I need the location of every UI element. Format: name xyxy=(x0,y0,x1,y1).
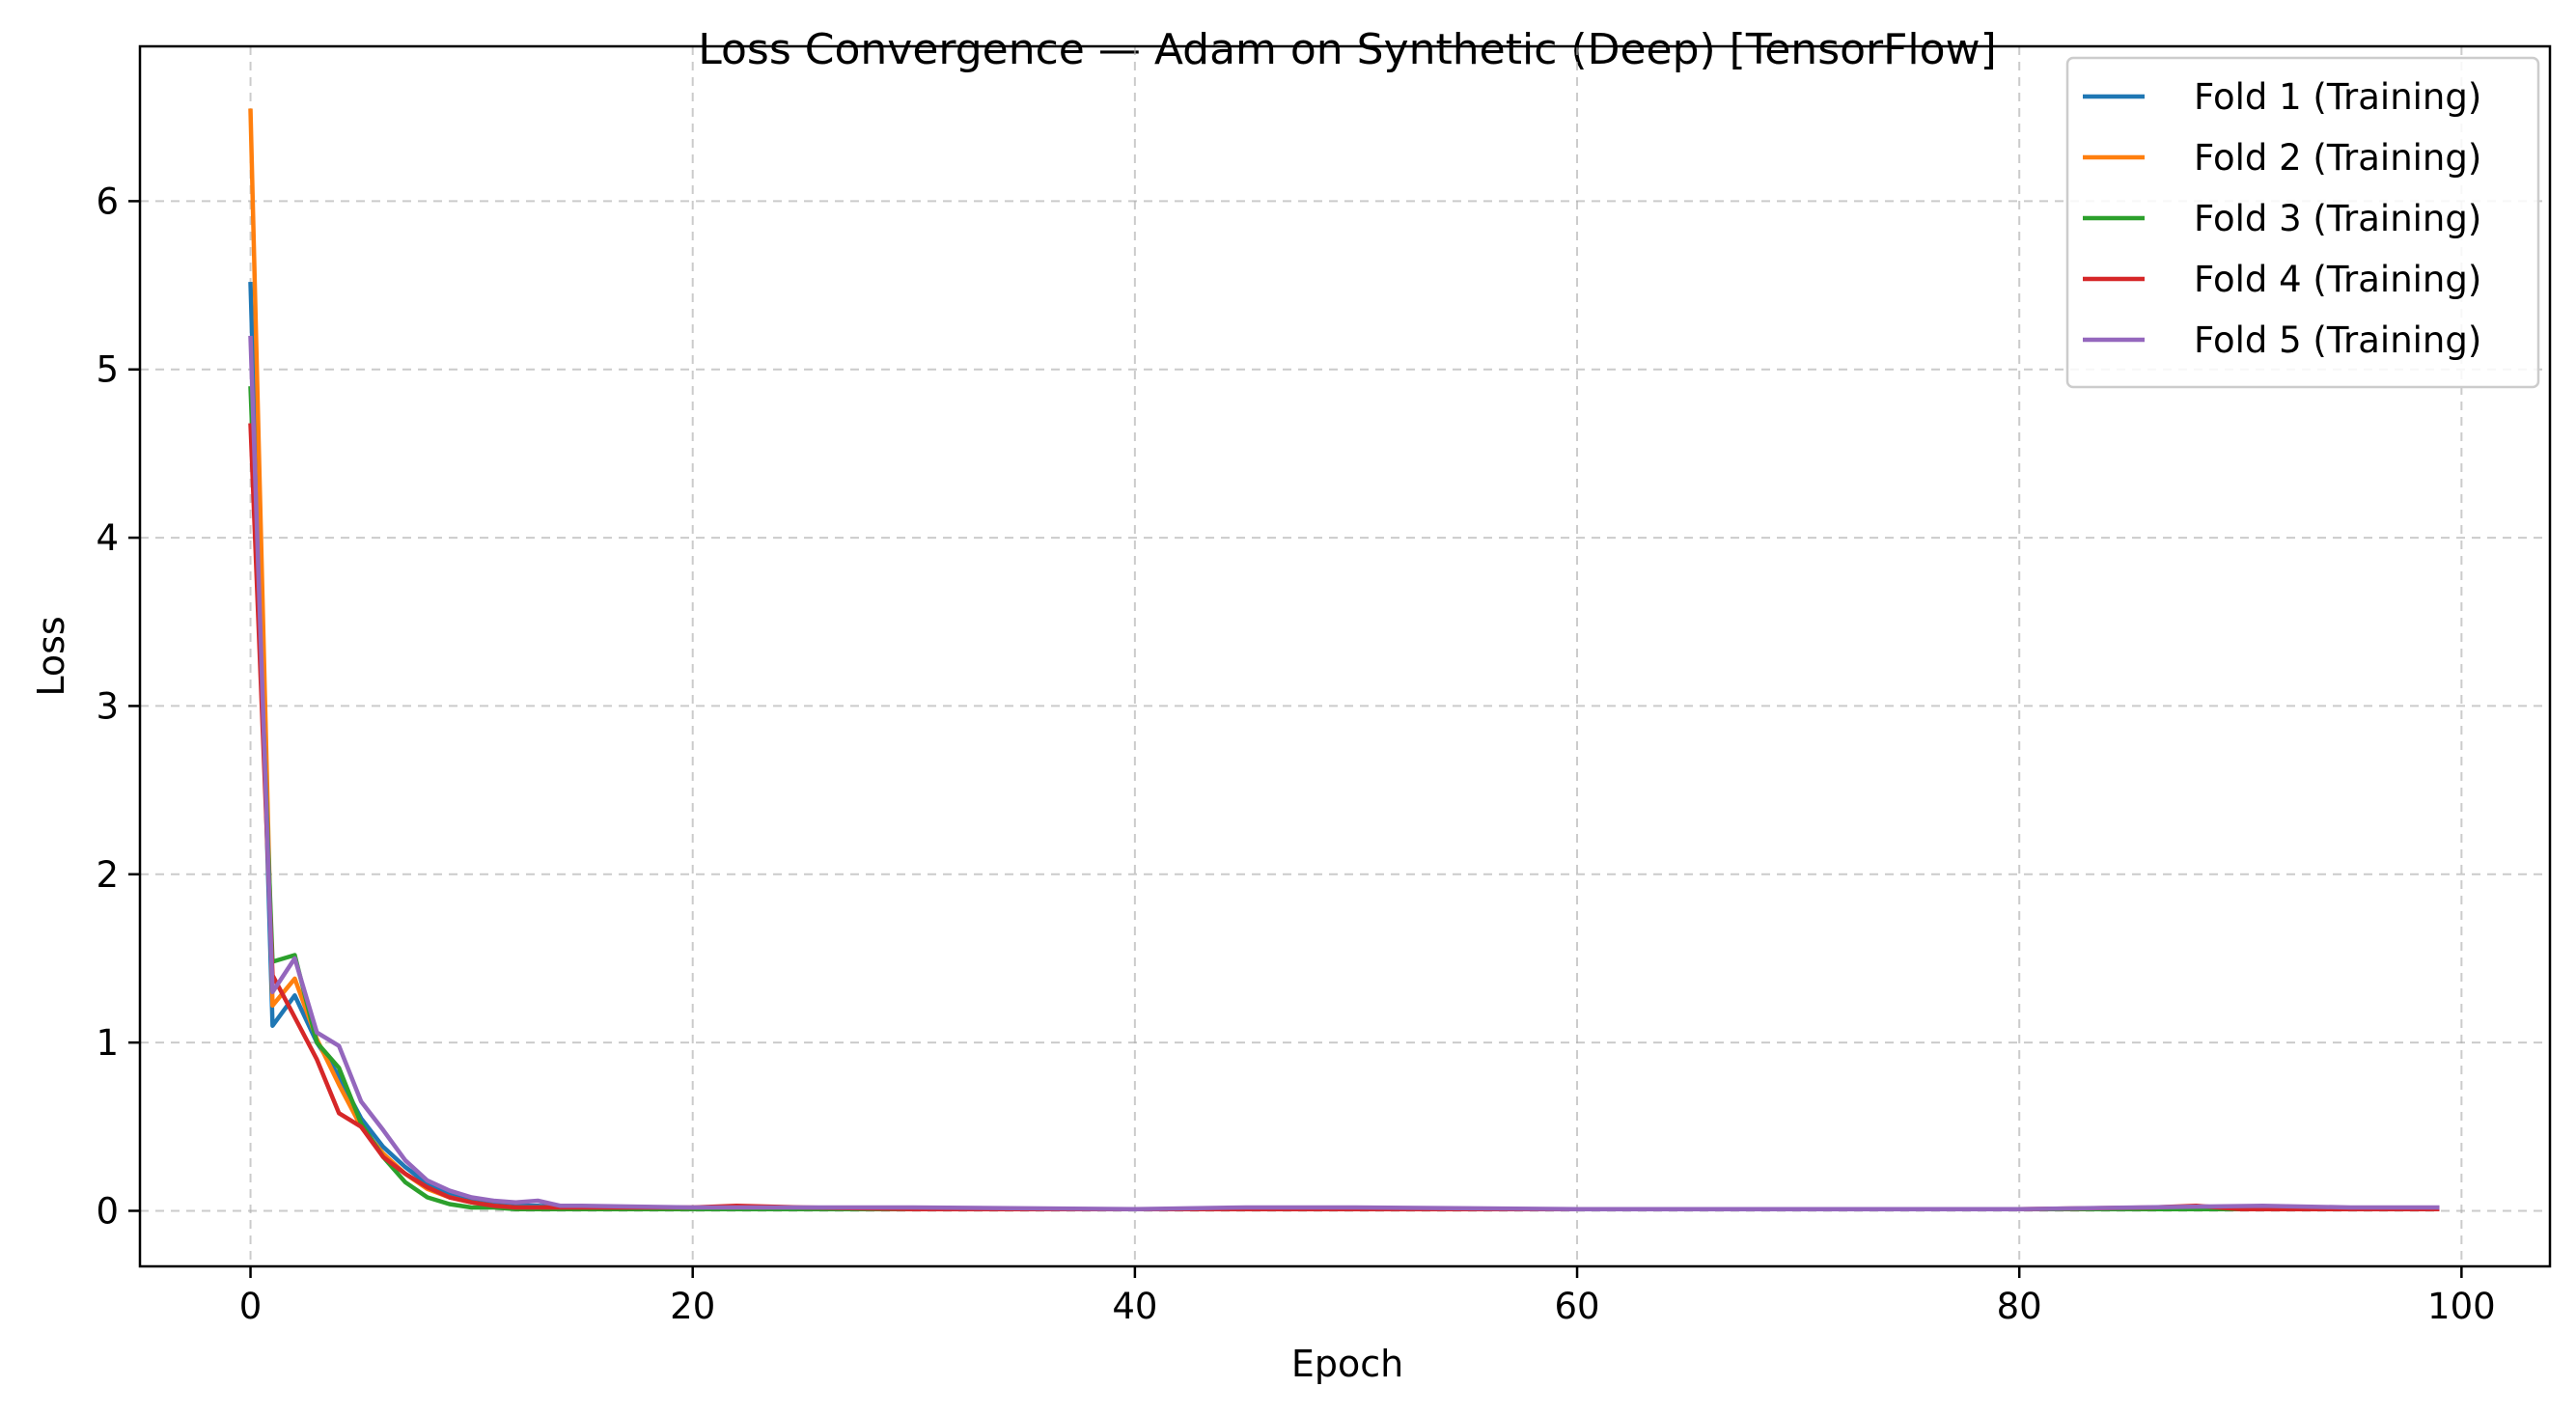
plot-frame xyxy=(138,44,2552,1268)
y-tick-label: 1 xyxy=(96,1022,119,1064)
x-tick-label: 0 xyxy=(239,1286,263,1327)
x-tick-label: 80 xyxy=(1997,1286,2042,1327)
chart-title: Loss Convergence — Adam on Synthetic (De… xyxy=(698,25,1996,74)
legend-label-fold-1: Fold 1 (Training) xyxy=(2194,76,2481,118)
y-tick-label: 2 xyxy=(96,854,119,896)
y-tick-label: 0 xyxy=(96,1190,119,1232)
y-tick-label: 4 xyxy=(96,517,119,559)
y-tick-label: 5 xyxy=(96,349,119,391)
legend: Fold 1 (Training) Fold 2 (Training) Fold 3… xyxy=(2065,56,2540,389)
x-tick-label: 100 xyxy=(2427,1286,2496,1327)
x-tick-label: 20 xyxy=(670,1286,715,1327)
legend-label-fold-5: Fold 5 (Training) xyxy=(2194,319,2481,361)
legend-label-fold-2: Fold 2 (Training) xyxy=(2194,137,2481,179)
y-tick-label: 3 xyxy=(96,685,119,727)
y-axis-label: Loss xyxy=(30,616,72,696)
legend-label-fold-4: Fold 4 (Training) xyxy=(2194,259,2481,300)
series-line-fold-5 xyxy=(248,335,2440,1211)
legend-label-fold-3: Fold 3 (Training) xyxy=(2194,198,2481,239)
x-tick-label: 60 xyxy=(1554,1286,1599,1327)
series-lines xyxy=(248,108,2440,1211)
y-axis-ticks: 0 1 2 3 4 5 6 xyxy=(96,180,140,1232)
legend-box xyxy=(2065,56,2540,389)
x-axis-ticks: 0 20 40 60 80 100 xyxy=(239,1266,2496,1327)
y-tick-label: 6 xyxy=(96,180,119,222)
x-tick-label: 40 xyxy=(1112,1286,1157,1327)
x-axis-label: Epoch xyxy=(1291,1343,1403,1385)
